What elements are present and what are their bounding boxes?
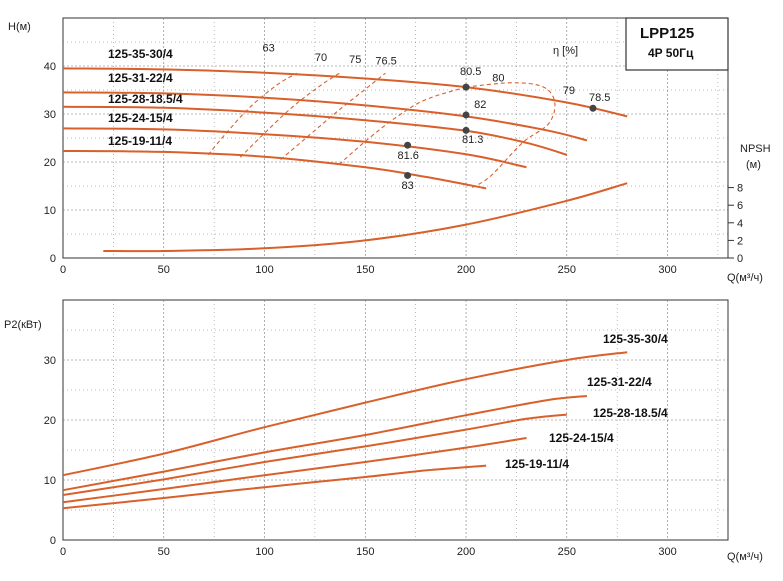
efficiency-label: 79	[563, 85, 575, 97]
efficiency-label: 81.6	[398, 150, 419, 162]
efficiency-contour	[239, 71, 342, 158]
efficiency-contours: 63 70 75 76.5 80.5 80 82 81.3 81.6 83 79 78.5	[207, 43, 610, 192]
efficiency-label: 83	[402, 180, 414, 192]
npsh-tick-label: 2	[737, 235, 743, 247]
head-y-tick-label: 20	[44, 157, 56, 169]
npsh-unit: (м)	[746, 159, 761, 171]
power-curve-label: 125-24-15/4	[549, 431, 614, 445]
power-curve-125-19-11/4	[62, 464, 487, 510]
power-x-tick-label: 250	[558, 546, 576, 558]
power-curve-label: 125-28-18.5/4	[593, 406, 668, 420]
power-grid	[63, 300, 728, 540]
efficiency-label: 63	[263, 43, 275, 55]
power-x-tick-label: 50	[158, 546, 170, 558]
head-curve-125-19-11/4	[62, 150, 487, 190]
chart-subtitle: 4P 50Гц	[648, 46, 694, 60]
power-x-tick-label: 100	[255, 546, 273, 558]
title-box: LPP125 4P 50Гц	[625, 17, 729, 71]
efficiency-label: 70	[315, 52, 327, 64]
npsh-curve	[103, 182, 628, 253]
npsh-tick-label: 6	[737, 200, 743, 212]
power-x-tick-label: 300	[658, 546, 676, 558]
power-y-tick-label: 30	[44, 355, 56, 367]
head-y-tick-label: 10	[44, 205, 56, 217]
head-y-axis-label: H(м)	[8, 21, 31, 33]
efficiency-contour	[207, 72, 298, 156]
power-x-axis-label: Q(м³/ч)	[727, 551, 763, 563]
head-x-tick-label: 0	[60, 264, 66, 276]
head-axis-ticks: 0 50 100 150 200 250 300 0 10 20 30 40	[44, 61, 677, 276]
npsh-axis: 0 2 4 6 8 NPSH (м)	[727, 143, 771, 265]
power-curve-125-35-30/4	[62, 351, 628, 477]
head-curve-125-35-30/4	[62, 67, 628, 118]
efficiency-point	[462, 111, 470, 119]
power-y-tick-label: 10	[44, 475, 56, 487]
efficiency-label: 81.3	[462, 134, 483, 146]
chart-title: LPP125	[640, 25, 694, 42]
head-y-tick-label: 0	[50, 253, 56, 265]
npsh-tick-label: 0	[737, 253, 743, 265]
power-x-tick-label: 200	[457, 546, 475, 558]
power-axis-ticks: 0 50 100 150 200 250 300 0 10 20 30	[44, 355, 677, 558]
head-curve-label: 125-35-30/4	[108, 47, 173, 61]
head-x-tick-label: 300	[658, 264, 676, 276]
efficiency-point	[404, 141, 412, 149]
npsh-label: NPSH	[740, 143, 771, 155]
head-curve-label: 125-31-22/4	[108, 71, 173, 85]
title-box-frame	[625, 17, 729, 71]
head-curve-125-24-15/4	[62, 127, 527, 169]
efficiency-contour	[338, 86, 467, 165]
head-x-axis-label: Q(м³/ч)	[727, 272, 763, 284]
head-curve-label: 125-24-15/4	[108, 111, 173, 125]
efficiency-point	[462, 126, 470, 134]
efficiency-point	[589, 104, 597, 112]
head-curve-label: 125-19-11/4	[108, 134, 172, 148]
npsh-tick-label: 4	[737, 218, 743, 230]
power-x-tick-label: 150	[356, 546, 374, 558]
power-y-axis-label: P2(кВт)	[4, 319, 42, 331]
power-curve-label: 125-19-11/4	[505, 457, 569, 471]
efficiency-label: 80	[492, 72, 504, 84]
head-x-tick-label: 150	[356, 264, 374, 276]
head-x-tick-label: 250	[558, 264, 576, 276]
head-y-tick-label: 40	[44, 61, 56, 73]
power-curve-label: 125-35-30/4	[603, 332, 668, 346]
head-curve-label: 125-28-18.5/4	[108, 92, 183, 106]
efficiency-contour	[280, 72, 386, 161]
efficiency-label: 82	[474, 99, 486, 111]
efficiency-label: 75	[349, 54, 361, 66]
head-curve-125-28-18.5/4	[62, 105, 568, 156]
efficiency-point	[404, 171, 412, 179]
head-x-tick-label: 100	[255, 264, 273, 276]
power-curve-125-24-15/4	[62, 437, 527, 504]
power-curve-125-31-22/4	[62, 395, 588, 492]
efficiency-label: 80.5	[460, 66, 481, 78]
head-curves: 125-35-30/4 125-31-22/4 125-28-18.5/4 125-2…	[62, 47, 628, 253]
power-x-tick-label: 0	[60, 546, 66, 558]
efficiency-label: 76.5	[375, 56, 396, 68]
npsh-tick-label: 8	[737, 183, 743, 195]
power-y-tick-label: 0	[50, 535, 56, 547]
efficiency-contour	[465, 82, 556, 189]
head-y-tick-label: 30	[44, 109, 56, 121]
efficiency-points	[404, 83, 597, 179]
efficiency-axis-label: η [%]	[553, 45, 578, 57]
power-curve-label: 125-31-22/4	[587, 375, 652, 389]
efficiency-label: 78.5	[589, 92, 610, 104]
power-curve-125-28-18.5/4	[62, 413, 567, 496]
head-x-tick-label: 200	[457, 264, 475, 276]
power-curves: 125-35-30/4 125-31-22/4 125-28-18.5/4 125-2…	[62, 332, 668, 510]
power-y-tick-label: 20	[44, 415, 56, 427]
head-x-tick-label: 50	[158, 264, 170, 276]
efficiency-point	[462, 83, 470, 91]
head-curve-125-31-22/4	[62, 91, 588, 142]
